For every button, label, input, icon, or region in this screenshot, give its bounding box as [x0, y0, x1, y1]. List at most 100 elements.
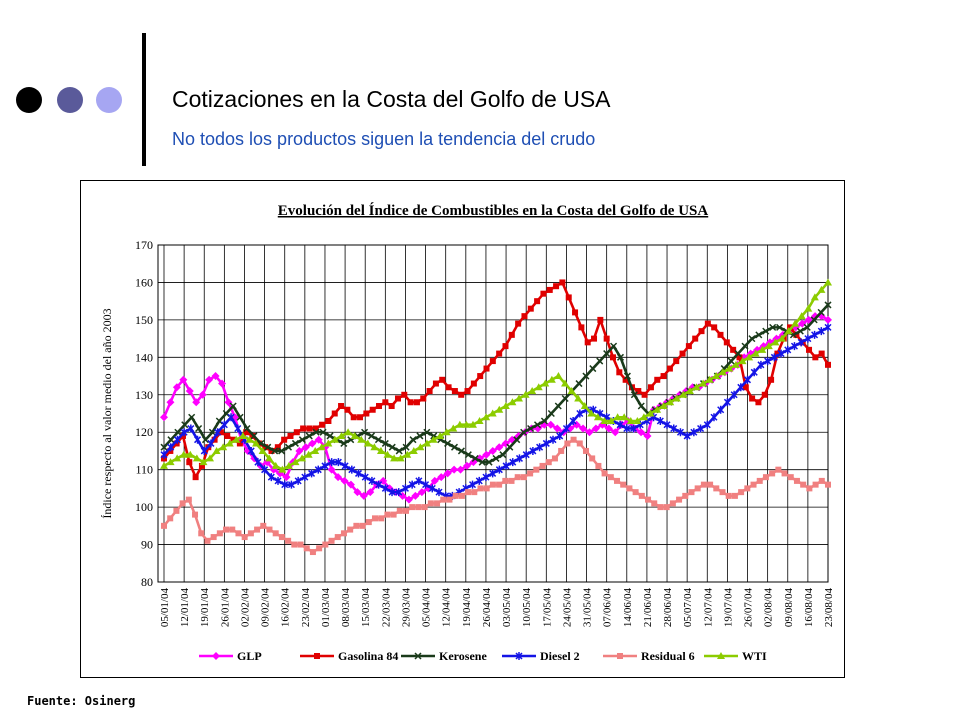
plot-area [157, 244, 829, 583]
point-wti [521, 390, 530, 398]
point-residual-6 [316, 545, 323, 552]
point-residual-6 [719, 489, 726, 496]
point-gasolina-84 [818, 350, 825, 357]
point-kerosene [561, 394, 569, 403]
point-wti [390, 454, 399, 462]
point-kerosene [250, 432, 258, 440]
point-glp [450, 465, 459, 474]
point-wti [436, 431, 445, 439]
point-diesel-2 [656, 416, 664, 425]
point-residual-6 [434, 500, 441, 507]
x-tick-label: 24/05/04 [561, 588, 573, 628]
point-diesel-2 [515, 454, 524, 463]
point-diesel-2 [743, 375, 752, 384]
point-diesel-2 [274, 476, 282, 485]
point-diesel-2 [703, 420, 711, 429]
series-line-diesel-2 [163, 326, 829, 498]
point-diesel-2 [354, 469, 363, 478]
chart-title: Evolución del Índice de Combustibles en … [278, 202, 709, 219]
point-kerosene [478, 458, 486, 466]
point-residual-6 [465, 489, 472, 496]
point-wti [403, 450, 412, 458]
x-tick-label: 31/05/04 [582, 588, 594, 628]
x-tick-label: 17/05/04 [541, 588, 553, 628]
point-wti [324, 439, 333, 447]
point-gasolina-84 [749, 395, 756, 402]
point-residual-6 [514, 474, 521, 481]
point-gasolina-84 [774, 350, 781, 357]
point-kerosene [727, 357, 735, 365]
point-gasolina-84 [641, 391, 648, 398]
point-kerosene [810, 316, 818, 324]
point-diesel-2 [824, 323, 832, 332]
point-residual-6 [818, 477, 825, 484]
point-gasolina-84 [293, 429, 300, 436]
point-residual-6 [266, 526, 273, 533]
point-gasolina-84 [711, 324, 718, 331]
point-wti [429, 435, 438, 443]
point-kerosene [388, 443, 396, 451]
point-residual-6 [496, 481, 503, 488]
point-kerosene [188, 413, 196, 421]
point-diesel-2 [623, 424, 631, 433]
point-gasolina-84 [660, 373, 667, 380]
point-wti [587, 409, 596, 417]
point-wti [705, 375, 714, 383]
point-diesel-2 [207, 439, 215, 448]
point-kerosene [457, 447, 465, 455]
title-divider [142, 33, 146, 166]
point-residual-6 [198, 530, 205, 537]
point-gasolina-84 [597, 316, 604, 323]
point-gasolina-84 [768, 376, 775, 383]
point-residual-6 [750, 481, 757, 488]
point-gasolina-84 [483, 365, 490, 372]
point-residual-6 [291, 541, 298, 548]
point-gasolina-84 [616, 369, 623, 376]
point-diesel-2 [616, 420, 624, 429]
point-wti [600, 416, 609, 424]
point-kerosene [824, 301, 832, 309]
point-diesel-2 [341, 461, 349, 470]
point-wti [166, 458, 175, 466]
point-kerosene [395, 447, 403, 455]
point-wti [495, 405, 504, 413]
point-kerosene [637, 402, 645, 410]
point-wti [317, 443, 326, 451]
point-kerosene [291, 439, 299, 447]
point-diesel-2 [160, 450, 168, 459]
point-glp [179, 375, 188, 384]
point-residual-6 [607, 474, 614, 481]
point-wti [271, 461, 280, 469]
x-tick-label: 05/04/04 [421, 588, 433, 628]
point-glp [211, 372, 220, 381]
point-kerosene [361, 428, 369, 436]
point-glp [637, 428, 646, 437]
point-gasolina-84 [736, 354, 743, 361]
point-diesel-2 [401, 484, 409, 493]
point-gasolina-84 [369, 406, 376, 413]
point-residual-6 [502, 477, 509, 484]
point-wti [613, 413, 622, 421]
point-wti [666, 398, 675, 406]
point-residual-6 [309, 549, 316, 556]
point-residual-6 [396, 507, 403, 514]
legend-marker-residual-6 [617, 653, 623, 659]
point-kerosene [769, 323, 777, 331]
x-tick-label: 16/02/04 [280, 588, 292, 628]
point-gasolina-84 [268, 447, 275, 454]
x-tick-label: 19/04/04 [461, 588, 473, 628]
point-glp [192, 398, 201, 407]
point-residual-6 [328, 537, 335, 544]
point-wti [179, 450, 188, 458]
point-gasolina-84 [572, 309, 579, 316]
x-tick-label: 26/04/04 [481, 588, 493, 628]
point-gasolina-84 [812, 354, 819, 361]
y-tick-label: 100 [135, 500, 153, 514]
point-wti [515, 394, 524, 402]
point-wti [725, 364, 734, 372]
point-residual-6 [353, 522, 360, 529]
legend-label-wti: WTI [742, 649, 767, 663]
point-kerosene [603, 350, 611, 358]
point-kerosene [506, 443, 514, 451]
point-gasolina-84 [742, 384, 749, 391]
